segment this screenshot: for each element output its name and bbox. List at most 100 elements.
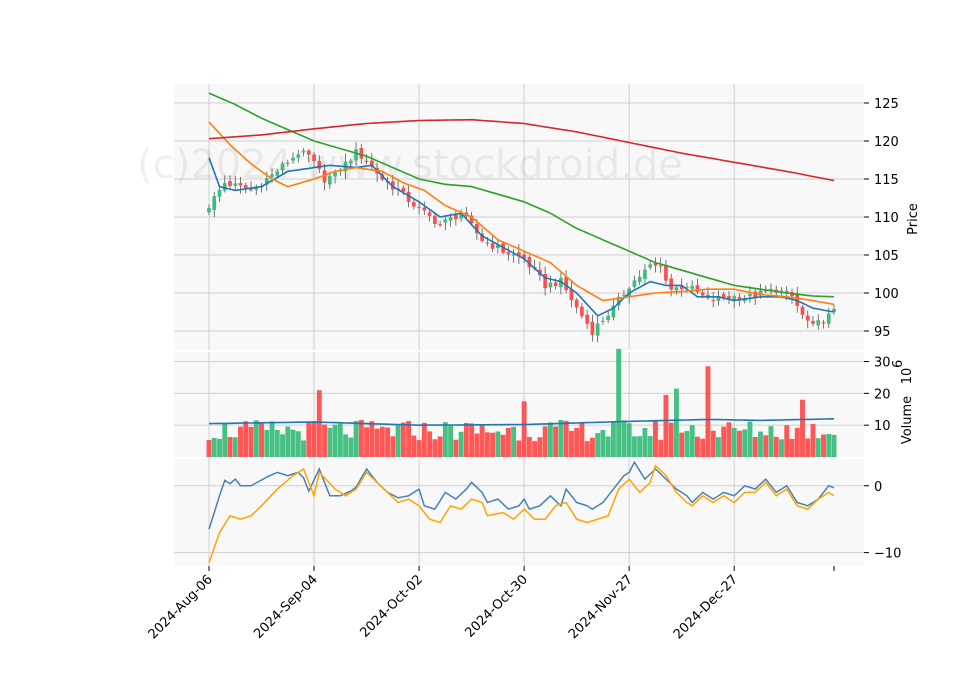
- volume-bar: [537, 437, 543, 457]
- volume-bar: [747, 421, 753, 457]
- volume-bar: [484, 432, 490, 457]
- volume-bar: [616, 348, 622, 457]
- candle-body: [280, 163, 285, 171]
- volume-bar: [821, 434, 826, 457]
- volume-bar: [416, 440, 422, 457]
- volume-bar: [343, 434, 348, 457]
- candle-body: [700, 292, 705, 296]
- candle-body: [606, 315, 610, 321]
- candle-body: [427, 212, 432, 216]
- candle-body: [417, 206, 421, 208]
- candle-body: [690, 285, 695, 289]
- volume-bar: [789, 438, 795, 457]
- volume-bar: [348, 437, 354, 457]
- volume-bar: [295, 431, 301, 457]
- candle-body: [511, 254, 516, 256]
- candle-body: [306, 150, 311, 155]
- candle-body: [805, 315, 810, 321]
- macd-line-signal: [208, 464, 835, 563]
- volume-bar: [306, 421, 312, 457]
- candle-body: [637, 276, 642, 282]
- candle-body: [590, 321, 595, 335]
- volume-bar: [737, 430, 742, 457]
- volume-bar: [647, 436, 653, 457]
- volume-bar: [563, 420, 569, 457]
- candle-body: [207, 208, 211, 213]
- candle-body: [364, 160, 369, 162]
- volume-bar: [779, 439, 784, 457]
- volume-bar: [259, 422, 264, 457]
- volume-bar: [721, 426, 727, 457]
- volume-bar: [463, 422, 469, 457]
- candle-body: [354, 149, 358, 161]
- candle-body: [826, 313, 831, 324]
- candle-body: [264, 178, 269, 185]
- volume-bar: [253, 420, 259, 457]
- candle-body: [348, 160, 353, 164]
- candle-body: [438, 224, 442, 226]
- volume-bar: [469, 423, 475, 457]
- volume-bar: [217, 438, 222, 457]
- volume-bar: [574, 427, 580, 457]
- volume-bar: [773, 436, 779, 457]
- volume-bar: [705, 366, 711, 457]
- volume-bar: [222, 423, 228, 457]
- volume-scale-exponent: 6: [891, 360, 906, 368]
- candle-body: [811, 320, 815, 324]
- candle-body: [301, 150, 306, 153]
- price-y-tick-label: 110: [874, 211, 899, 226]
- volume-bar: [600, 430, 606, 457]
- volume-bar: [731, 427, 737, 457]
- volume-bar: [442, 422, 448, 457]
- candle-body: [291, 157, 295, 161]
- watermark-text: (c)2024 www.stockdroid.de: [137, 142, 683, 188]
- volume-bar: [337, 423, 343, 457]
- volume-bar: [621, 420, 627, 457]
- candle-body: [732, 296, 737, 301]
- volume-bar: [831, 434, 837, 457]
- candle-body: [758, 290, 763, 296]
- candle-body: [622, 294, 626, 296]
- volume-bar: [605, 436, 611, 457]
- volume-scale-label: 10: [900, 368, 915, 385]
- candle-body: [285, 162, 290, 164]
- volume-bar: [316, 390, 322, 457]
- volume-bar: [505, 427, 511, 457]
- volume-bar: [400, 422, 406, 457]
- volume-bar: [379, 426, 385, 457]
- candle-body: [448, 217, 453, 221]
- candle-body: [784, 290, 789, 293]
- volume-bar: [815, 438, 821, 457]
- volume-bar: [432, 439, 438, 457]
- candle-body: [748, 293, 752, 297]
- candle-body: [243, 185, 248, 189]
- candle-body: [249, 188, 253, 191]
- candle-body: [821, 322, 826, 324]
- volume-moving-average-line: [208, 418, 835, 427]
- volume-bar: [584, 441, 590, 457]
- volume-bar: [610, 421, 616, 457]
- volume-bar: [742, 429, 748, 457]
- candle-body: [611, 305, 616, 318]
- x-tick-label: 2024-Oct-02: [357, 572, 425, 640]
- volume-bar: [322, 424, 327, 457]
- volume-bar: [427, 431, 433, 457]
- price-y-tick-label: 100: [874, 287, 899, 302]
- volume-bar: [784, 425, 790, 457]
- candle-body: [595, 323, 600, 336]
- volume-bar: [500, 434, 506, 457]
- price-y-tick-label: 95: [874, 325, 891, 340]
- volume-bar: [637, 436, 643, 457]
- volume-bar: [826, 433, 832, 457]
- volume-bar: [395, 424, 401, 457]
- volume-bar: [458, 431, 464, 457]
- volume-bar: [437, 436, 443, 457]
- candle-body: [664, 264, 668, 281]
- candle-body: [832, 308, 836, 313]
- volume-bar: [227, 436, 233, 457]
- volume-bar: [301, 440, 306, 457]
- candle-body: [816, 320, 821, 326]
- volume-bar: [553, 426, 559, 457]
- volume-bar: [269, 421, 275, 457]
- candle-body: [543, 273, 547, 289]
